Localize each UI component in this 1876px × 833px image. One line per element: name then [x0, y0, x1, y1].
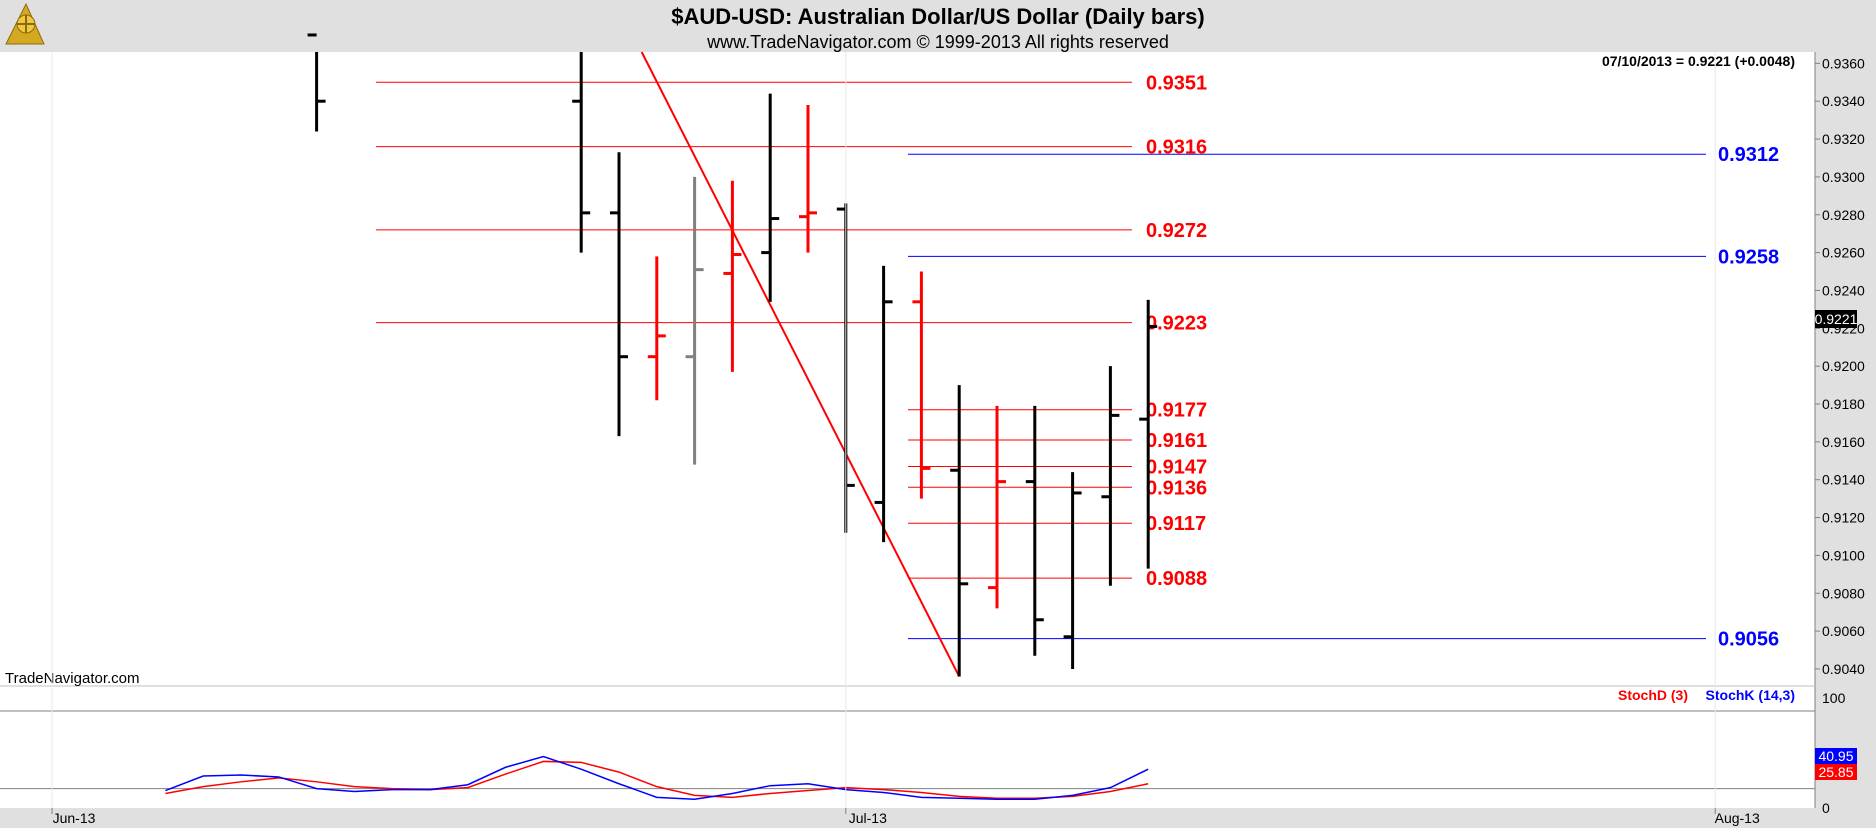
- date-axis-background: [0, 808, 1876, 828]
- red-level-label: 0.9351: [1146, 72, 1207, 94]
- stoch-tick-label: 0: [1822, 800, 1830, 816]
- red-level-label: 0.9223: [1146, 313, 1207, 335]
- stoch-k-value: 40.95: [1818, 748, 1853, 764]
- price-tick-label: 0.9260: [1822, 245, 1865, 261]
- price-tick-label: 0.9320: [1822, 131, 1865, 147]
- chart-subtitle: www.TradeNavigator.com © 1999-2013 All r…: [706, 32, 1169, 52]
- price-bar: [647, 256, 666, 401]
- price-tick-label: 0.9360: [1822, 55, 1865, 71]
- price-bar: [1139, 299, 1158, 569]
- price-bar: [988, 405, 1006, 609]
- stoch-d-value-tag: [1815, 764, 1857, 780]
- price-bar: [912, 271, 931, 499]
- last-price-tag-text: 0.9221: [1815, 311, 1858, 327]
- price-tick-label: 0.9240: [1822, 282, 1865, 298]
- price-bar: [307, 33, 326, 132]
- blue-level-label: 0.9056: [1718, 629, 1779, 651]
- price-tick-label: 0.9340: [1822, 93, 1865, 109]
- red-level-label: 0.9177: [1146, 400, 1207, 422]
- price-tick-label: 0.9080: [1822, 585, 1865, 601]
- price-bar: [572, 52, 591, 253]
- red-level-label: 0.9316: [1146, 137, 1207, 159]
- plot-background: [0, 52, 1815, 808]
- stoch-d-line: [165, 760, 1149, 800]
- price-bar: [799, 104, 817, 253]
- date-tick-label: Jun-13: [53, 810, 96, 826]
- chart-title: $AUD-USD: Australian Dollar/US Dollar (D…: [671, 4, 1204, 29]
- price-bar: [723, 180, 742, 372]
- date-tick-label: Jul-13: [849, 810, 887, 826]
- stoch-d-legend: StochD (3): [1618, 687, 1688, 703]
- stoch-d-value: 25.85: [1818, 764, 1853, 780]
- red-level-label: 0.9161: [1146, 430, 1207, 452]
- price-bar: [685, 176, 704, 465]
- stoch-tick-label: 100: [1822, 690, 1846, 706]
- price-bar: [1063, 472, 1082, 669]
- title-bar-background: [0, 0, 1876, 52]
- red-level-label: 0.9088: [1146, 568, 1207, 590]
- stoch-k-line: [165, 755, 1149, 801]
- price-bar: [1025, 405, 1044, 656]
- price-bar: [950, 385, 969, 677]
- red-level-label: 0.9117: [1146, 513, 1206, 535]
- price-tick-label: 0.9160: [1822, 434, 1865, 450]
- red-level-label: 0.9136: [1146, 477, 1207, 499]
- stoch-k-value-tag: [1815, 748, 1857, 764]
- stoch-k-legend: StochK (14,3): [1706, 687, 1795, 703]
- red-level-label: 0.9147: [1146, 456, 1207, 478]
- price-tick-label: 0.9140: [1822, 472, 1865, 488]
- last-price-tag: [1815, 310, 1857, 328]
- red-level-label: 0.9272: [1146, 220, 1207, 242]
- date-tick-label: Aug-13: [1715, 810, 1760, 826]
- price-bar: [1101, 366, 1120, 586]
- price-axis-background: [1815, 52, 1876, 828]
- blue-level-label: 0.9312: [1718, 144, 1779, 166]
- price-tick-label: 0.9300: [1822, 169, 1865, 185]
- price-tick-label: 0.9060: [1822, 623, 1865, 639]
- quote-readout: 07/10/2013 = 0.9221 (+0.0048): [1602, 53, 1795, 69]
- price-tick-label: 0.9180: [1822, 396, 1865, 412]
- price-tick-label: 0.9100: [1822, 547, 1865, 563]
- price-tick-label: 0.9200: [1822, 358, 1865, 374]
- trade-navigator-logo: [5, 2, 45, 45]
- price-bar: [761, 93, 780, 302]
- trendline: [640, 51, 961, 677]
- blue-level-label: 0.9258: [1718, 246, 1779, 268]
- price-bar: [874, 265, 893, 543]
- watermark: TradeNavigator.com: [5, 670, 140, 687]
- price-tick-label: 0.9280: [1822, 207, 1865, 223]
- price-tick-label: 0.9040: [1822, 661, 1865, 677]
- price-bar: [610, 152, 628, 437]
- price-tick-label: 0.9120: [1822, 510, 1865, 526]
